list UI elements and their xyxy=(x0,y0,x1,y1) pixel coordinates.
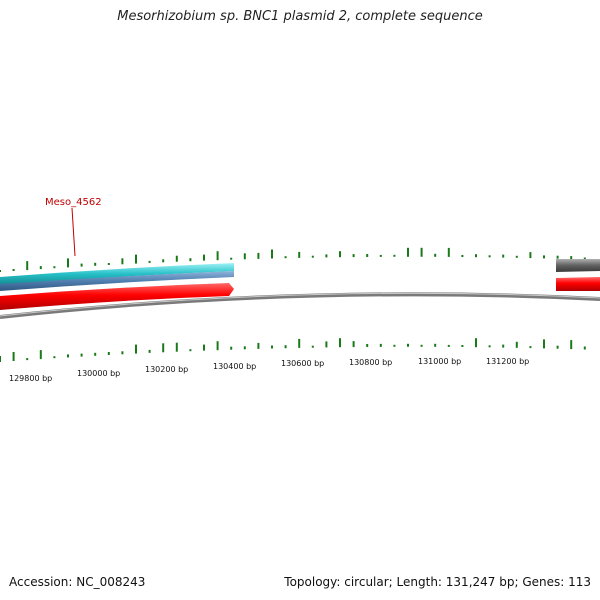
plasmid-backbone xyxy=(0,292,600,319)
tick-label-131200: 131200 bp xyxy=(486,357,529,366)
accession-text: Accession: NC_008243 xyxy=(9,575,146,589)
tick-label-130400: 130400 bp xyxy=(213,362,256,371)
gene-arrow-right[interactable] xyxy=(556,277,600,291)
gc-skew-ticks-inner xyxy=(0,338,586,362)
genome-summary: Topology: circular; Length: 131,247 bp; … xyxy=(284,575,591,589)
tick-label-131000: 131000 bp xyxy=(418,357,461,366)
gene-label-leader xyxy=(71,207,76,257)
tick-label-130200: 130200 bp xyxy=(145,365,188,374)
tick-label-130000: 130000 bp xyxy=(77,369,120,378)
tick-label-130800: 130800 bp xyxy=(349,358,392,367)
cyan-feature-track xyxy=(0,263,234,285)
map-title: Mesorhizobium sp. BNC1 plasmid 2, comple… xyxy=(117,9,483,24)
gray-feature-track xyxy=(556,259,600,272)
tick-label-129800: 129800 bp xyxy=(9,374,52,383)
tick-label-130600: 130600 bp xyxy=(281,359,324,368)
gene-arrow-meso-4562[interactable] xyxy=(0,283,234,310)
gc-skew-ticks-outer xyxy=(0,247,586,272)
blue-feature-track xyxy=(0,271,234,291)
gene-label-meso-4562[interactable]: Meso_4562 xyxy=(45,197,102,208)
